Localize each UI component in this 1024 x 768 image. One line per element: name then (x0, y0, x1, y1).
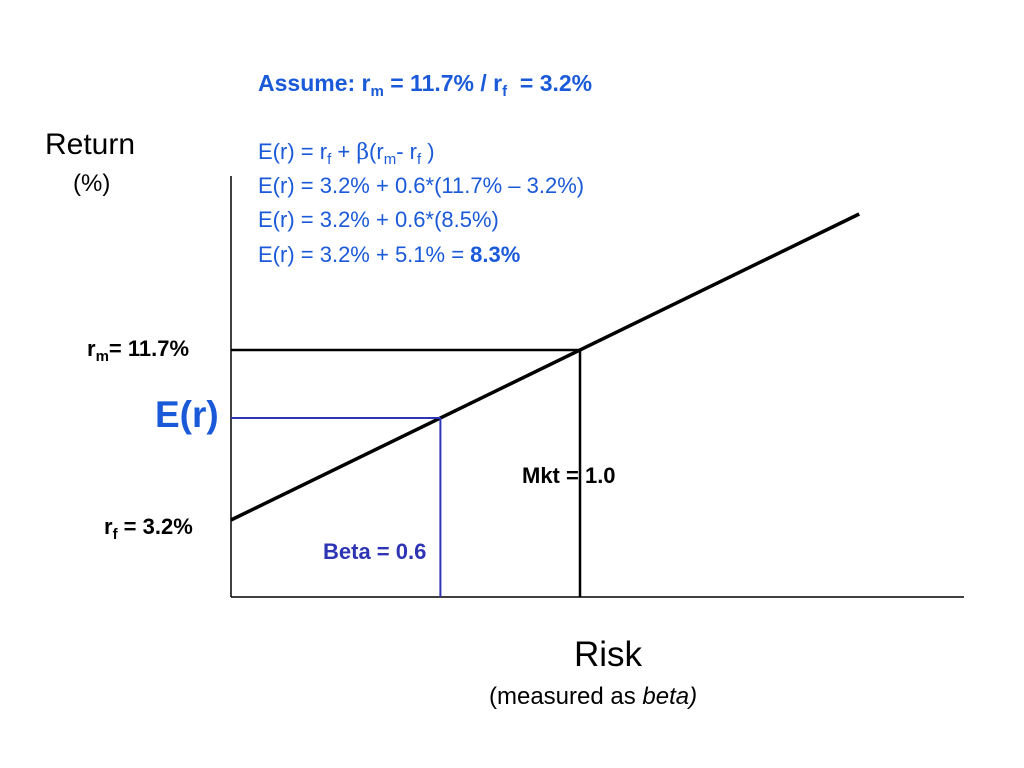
formula-capm-e: ) (421, 139, 435, 164)
market-return-label: rm= 11.7% (87, 336, 190, 365)
x-axis-title: Risk (574, 635, 643, 674)
formula-line-3: E(r) = 3.2% + 0.6*(8.5%) (258, 207, 499, 232)
assume-rm-sub: m (370, 83, 384, 100)
formula-line-1: E(r) = rf + β(rm- rf ) (258, 139, 435, 168)
formula-line-4: E(r) = 3.2% + 5.1% = 8.3% (258, 244, 520, 266)
formula-capm-a-sub: f (327, 151, 332, 168)
assumptions-line: Assume: rm = 11.7% / rf = 3.2% (258, 70, 593, 100)
formula-capm-c: (r (369, 139, 384, 164)
y-axis-title: Return (45, 128, 136, 161)
formula-capm-d-sub: f (416, 151, 422, 168)
asset-beta-label: Beta = 0.6 (323, 539, 427, 564)
x-axis-subtitle-italic: beta) (642, 683, 698, 710)
risk-free-label: rf = 3.2% (104, 514, 193, 543)
formula-capm-b: + (331, 139, 357, 164)
y-axis-unit: (%) (73, 170, 111, 197)
formula-capm-c-sub: m (383, 151, 397, 168)
formula-capm-d: - r (396, 139, 417, 164)
assume-rf-value: = 3.2% (507, 70, 593, 96)
formula-line-2: E(r) = 3.2% + 0.6*(11.7% – 3.2%) (258, 173, 585, 198)
expected-return-result: 8.3% (470, 242, 521, 267)
rf-symbol: r (104, 514, 113, 539)
security-market-line (230, 212, 860, 522)
x-axis-subtitle: (measured as beta) (489, 685, 697, 709)
formula-capm-a: E(r) = r (258, 139, 328, 164)
rm-sub: m (95, 348, 109, 365)
rm-value: = 11.7% (108, 336, 190, 361)
market-beta-label: Mkt = 1.0 (522, 463, 616, 488)
formula-line-4-prefix: E(r) = 3.2% + 5.1% = (258, 242, 471, 267)
assume-rf-sub: f (502, 83, 508, 100)
rf-sub: f (112, 526, 118, 543)
assume-prefix: Assume: r (258, 70, 371, 96)
expected-return-label: E(r) (155, 394, 219, 435)
beta-symbol: β (356, 140, 370, 165)
x-axis-subtitle-plain: (measured as (489, 683, 643, 710)
rf-value: = 3.2% (117, 514, 193, 539)
rm-symbol: r (87, 336, 96, 361)
assume-rm-value: = 11.7% / r (383, 70, 503, 96)
